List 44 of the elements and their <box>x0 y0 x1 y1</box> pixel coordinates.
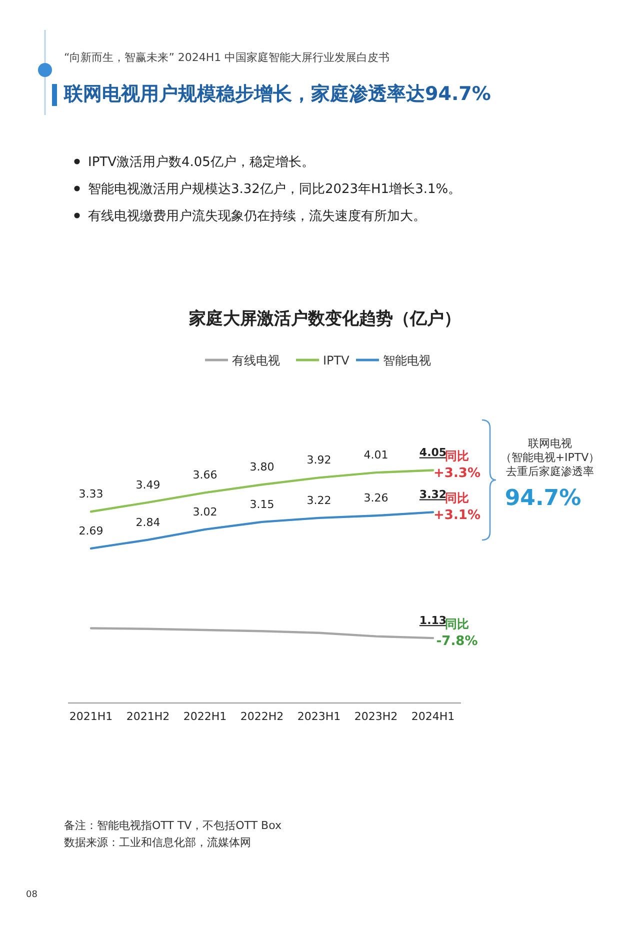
text: 备注：智能电视指OTT TV，不包括OTT Box <box>64 819 282 832</box>
data-label: 3.22 <box>306 494 332 507</box>
annotation: 同比 <box>445 449 469 464</box>
annotation: +3.1% <box>434 508 480 524</box>
data-label: 3.26 <box>364 492 388 505</box>
text: IPTV激活用户数4.05亿户，稳定增长。 <box>88 155 314 170</box>
annotation: 同比 <box>445 491 469 506</box>
data-label: 2.69 <box>78 524 104 538</box>
x-tick-label: 2024H1 <box>411 710 455 723</box>
data-label: 3.49 <box>136 478 160 492</box>
legend-label: 智能电视 <box>383 354 431 368</box>
data-label: 3.33 <box>78 488 104 501</box>
data-label: 1.13 <box>419 614 447 628</box>
chart-title: 家庭大屏激活户数变化趋势（亿户） <box>188 309 461 329</box>
data-label: 3.15 <box>250 498 274 511</box>
annotation: -7.8% <box>436 634 478 650</box>
data-label: 3.80 <box>250 460 274 474</box>
x-tick-label: 2021H1 <box>69 710 113 723</box>
x-tick-label: 2023H1 <box>297 710 341 723</box>
x-tick-label: 2023H2 <box>354 710 398 723</box>
text: 联网电视 <box>528 437 572 450</box>
legend-label: IPTV <box>323 354 350 368</box>
data-label: 3.02 <box>192 505 218 518</box>
text: 联网电视用户规模稳步增长，家庭渗透率达94.7% <box>63 83 491 105</box>
x-tick-label: 2021H2 <box>126 710 170 723</box>
data-label: 3.92 <box>306 454 332 467</box>
data-label: 4.05 <box>419 446 447 460</box>
annotation: 同比 <box>445 617 469 632</box>
x-tick-label: 2022H1 <box>183 710 227 723</box>
data-label: 3.32 <box>419 488 447 502</box>
data-label: 2.84 <box>136 516 160 529</box>
text: 去重后家庭渗透率 <box>506 465 594 478</box>
annotation: +3.3% <box>434 466 480 482</box>
text: 智能电视激活用户规模达3.32亿户，同比2023年H1增长3.1%。 <box>88 182 462 197</box>
data-label: 3.66 <box>192 468 218 482</box>
legend-label: 有线电视 <box>232 354 280 368</box>
data-label: 4.01 <box>364 448 388 462</box>
text: 有线电视缴费用户流失现象仍在持续，流失速度有所加大。 <box>88 208 426 224</box>
x-tick-label: 2022H2 <box>240 710 284 723</box>
text: 08 <box>26 890 38 900</box>
text: 94.7% <box>504 486 582 511</box>
text: （智能电视+IPTV） <box>500 451 600 464</box>
source-note: 数据来源：工业和信息化部，流媒体网 <box>64 836 251 849</box>
text: “向新而生，智赢未来” 2024H1 中国家庭智能大屏行业发展白皮书 <box>64 51 390 64</box>
